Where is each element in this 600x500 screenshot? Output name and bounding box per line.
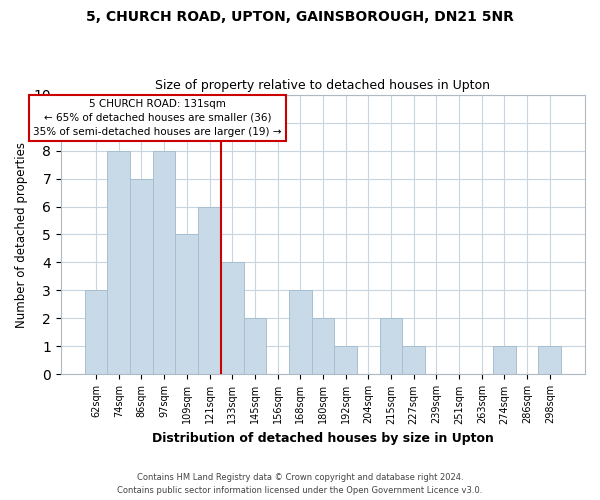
Bar [289, 290, 311, 374]
Bar [244, 318, 266, 374]
Bar [403, 346, 425, 374]
Bar [311, 318, 334, 374]
Bar [175, 234, 198, 374]
Bar [153, 150, 175, 374]
Text: 5 CHURCH ROAD: 131sqm
← 65% of detached houses are smaller (36)
35% of semi-deta: 5 CHURCH ROAD: 131sqm ← 65% of detached … [33, 99, 281, 137]
Bar [334, 346, 357, 374]
Bar [85, 290, 107, 374]
Bar [130, 178, 153, 374]
Bar [107, 150, 130, 374]
Title: Size of property relative to detached houses in Upton: Size of property relative to detached ho… [155, 79, 490, 92]
Bar [380, 318, 403, 374]
X-axis label: Distribution of detached houses by size in Upton: Distribution of detached houses by size … [152, 432, 494, 445]
Y-axis label: Number of detached properties: Number of detached properties [15, 142, 28, 328]
Text: Contains HM Land Registry data © Crown copyright and database right 2024.
Contai: Contains HM Land Registry data © Crown c… [118, 474, 482, 495]
Bar [538, 346, 561, 374]
Text: 5, CHURCH ROAD, UPTON, GAINSBOROUGH, DN21 5NR: 5, CHURCH ROAD, UPTON, GAINSBOROUGH, DN2… [86, 10, 514, 24]
Bar [221, 262, 244, 374]
Bar [493, 346, 516, 374]
Bar [198, 206, 221, 374]
